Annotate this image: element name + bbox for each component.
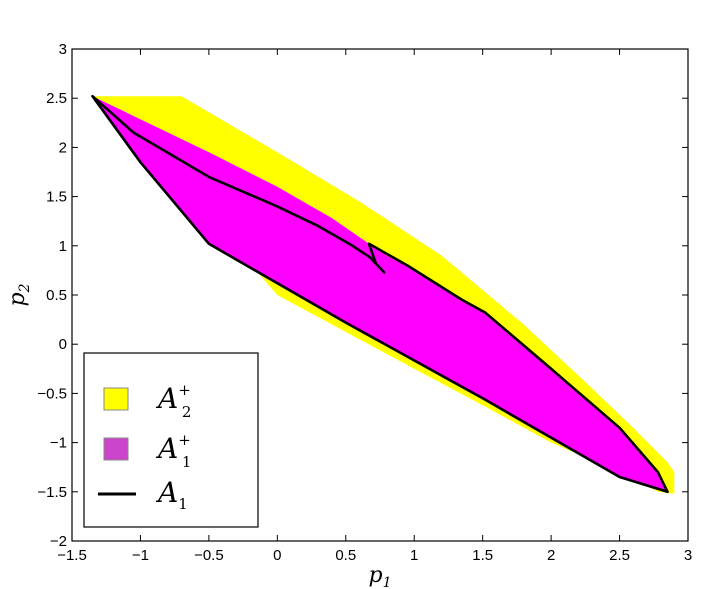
y-tick-label: −0.5 bbox=[37, 385, 67, 402]
y-tick-label: 1.5 bbox=[46, 189, 67, 206]
y-tick-label: 0 bbox=[59, 336, 67, 353]
tick-layer: −1.5 −1 −0.5 0 0.5 1 1.5 2 2.5 3−2−1.5−1−0.500.51… bbox=[37, 41, 692, 564]
x-tick-label: 1 bbox=[410, 547, 418, 564]
y-tick-label: −1 bbox=[50, 435, 67, 452]
y-tick-label: −1.5 bbox=[37, 484, 67, 501]
x-tick-label: 0.5 bbox=[335, 547, 356, 564]
y-tick-label: 3 bbox=[59, 41, 67, 58]
y-tick-label: 2.5 bbox=[46, 90, 67, 107]
x-tick-label: 3 bbox=[684, 547, 692, 564]
legend-swatch-a2-plus bbox=[103, 387, 129, 411]
x-tick-label: −1 bbox=[132, 547, 149, 564]
x-axis-label-base: p bbox=[368, 563, 382, 588]
legend: A+ 2 A+ 1 A1 bbox=[83, 352, 259, 528]
y-tick-label: 1 bbox=[59, 238, 67, 255]
x-axis-label: p1 bbox=[368, 563, 391, 589]
legend-label-a1: A1 bbox=[155, 476, 188, 513]
y-tick-label: 2 bbox=[59, 139, 67, 156]
x-tick-label: −0.5 bbox=[194, 547, 224, 564]
legend-swatch-a1-plus bbox=[103, 437, 129, 461]
series-1-filled-region bbox=[92, 96, 668, 492]
x-tick-label: 1.5 bbox=[472, 547, 493, 564]
y-axis-label-subscript: 2 bbox=[17, 283, 33, 293]
x-tick-label: 2 bbox=[547, 547, 555, 564]
series-2-boundary-line bbox=[91, 94, 669, 494]
y-tick-label: 0.5 bbox=[46, 287, 67, 304]
series-layer bbox=[91, 94, 675, 494]
y-axis-label: p2 bbox=[5, 283, 33, 306]
plot-area: −1.5 −1 −0.5 0 0.5 1 1.5 2 2.5 3−2−1.5−1−0.500.51… bbox=[37, 41, 692, 564]
x-tick-label: 2.5 bbox=[609, 547, 630, 564]
y-axis-label-base: p bbox=[5, 292, 30, 306]
x-tick-label: −1.5 bbox=[57, 547, 87, 564]
y-tick-label: −2 bbox=[50, 533, 67, 550]
x-axis-label-subscript: 1 bbox=[383, 575, 392, 589]
legend-label-a1-plus: A+ 1 bbox=[155, 431, 191, 471]
x-tick-label: 0 bbox=[273, 547, 281, 564]
legend-label-a2-plus: A+ 2 bbox=[155, 381, 191, 421]
